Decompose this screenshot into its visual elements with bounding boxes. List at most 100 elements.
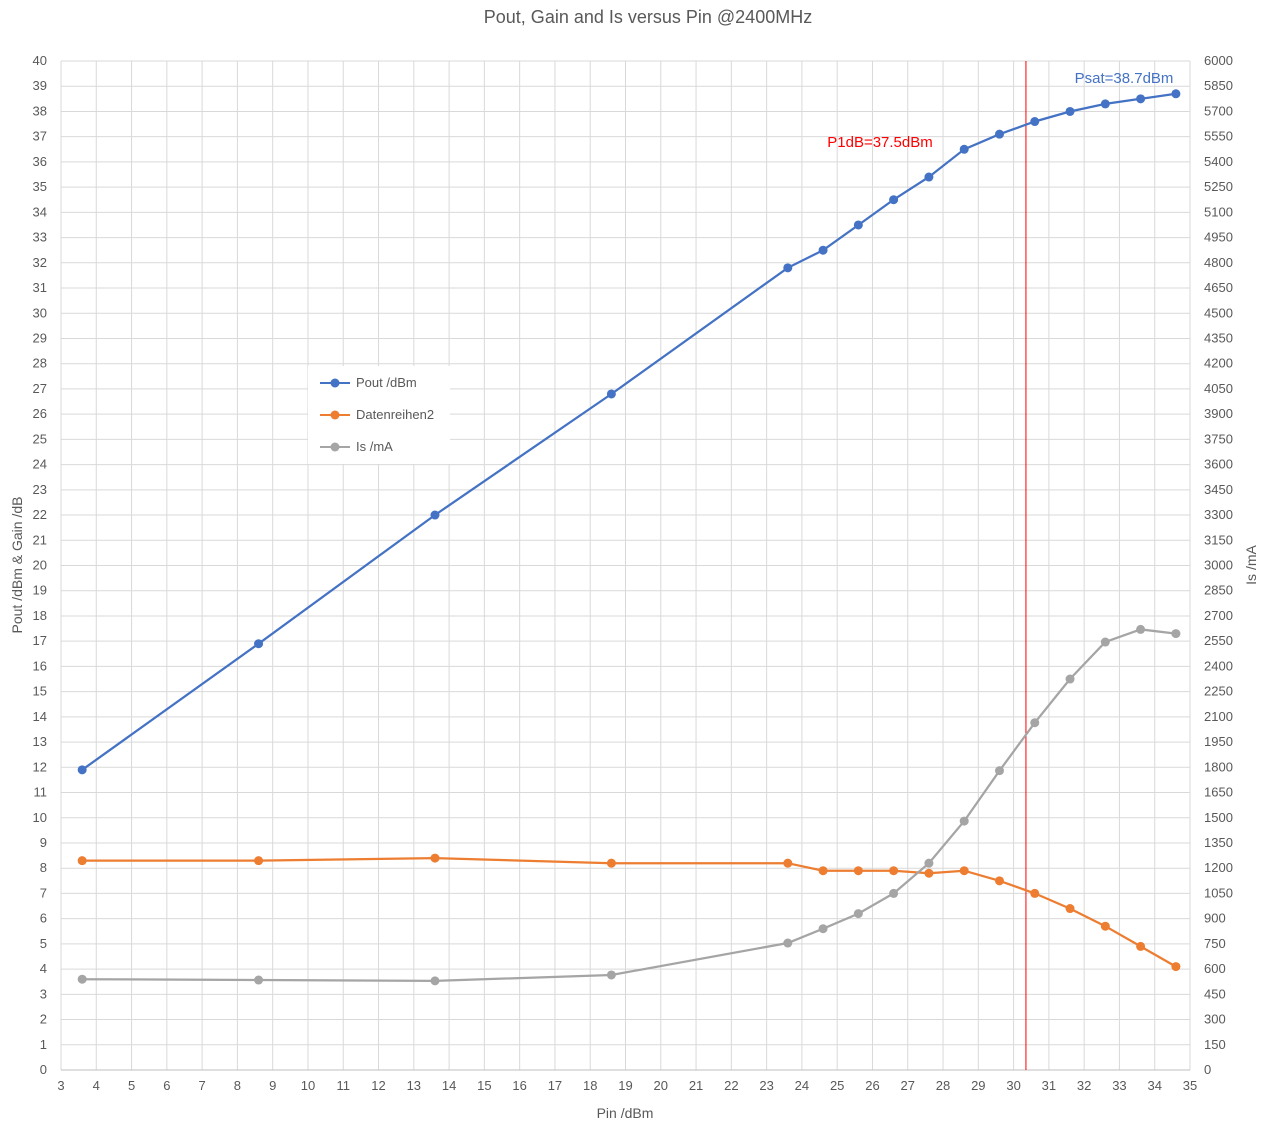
x-tick-label: 27 bbox=[901, 1078, 915, 1093]
y2-tick-label: 750 bbox=[1204, 936, 1226, 951]
data-point-current bbox=[783, 938, 793, 948]
y-tick-label: 14 bbox=[33, 709, 47, 724]
data-point-gain bbox=[959, 866, 969, 876]
y2-tick-label: 3600 bbox=[1204, 457, 1233, 472]
y2-tick-label: 4650 bbox=[1204, 280, 1233, 295]
y2-tick-label: 150 bbox=[1204, 1037, 1226, 1052]
y2-tick-label: 5700 bbox=[1204, 103, 1233, 118]
y-tick-label: 35 bbox=[33, 179, 47, 194]
x-tick-label: 15 bbox=[477, 1078, 491, 1093]
y2-tick-label: 2250 bbox=[1204, 684, 1233, 699]
data-point-current bbox=[1030, 718, 1040, 728]
y-tick-label: 2 bbox=[40, 1012, 47, 1027]
y-tick-label: 32 bbox=[33, 255, 47, 270]
y2-tick-label: 1350 bbox=[1204, 835, 1233, 850]
legend-label-pout: Pout /dBm bbox=[356, 375, 417, 390]
y2-tick-label: 4050 bbox=[1204, 381, 1233, 396]
x-tick-label: 34 bbox=[1147, 1078, 1161, 1093]
y-tick-label: 16 bbox=[33, 658, 47, 673]
data-point-gain bbox=[1065, 904, 1075, 914]
data-point-pout bbox=[994, 129, 1004, 139]
y2-tick-label: 2550 bbox=[1204, 633, 1233, 648]
x-tick-label: 8 bbox=[234, 1078, 241, 1093]
y2-tick-label: 5850 bbox=[1204, 78, 1233, 93]
y-tick-label: 4 bbox=[40, 961, 47, 976]
y-tick-label: 1 bbox=[40, 1037, 47, 1052]
x-tick-label: 31 bbox=[1042, 1078, 1056, 1093]
y2-tick-label: 1200 bbox=[1204, 860, 1233, 875]
y-tick-label: 24 bbox=[33, 457, 47, 472]
series-layer bbox=[77, 89, 1181, 986]
y2-tick-label: 3750 bbox=[1204, 431, 1233, 446]
data-point-gain bbox=[430, 853, 440, 863]
y2-axis-title: Is /mA bbox=[1243, 545, 1259, 585]
legend-label-gain: Datenreihen2 bbox=[356, 407, 434, 422]
data-point-gain bbox=[1100, 921, 1110, 931]
legend-marker-current bbox=[330, 442, 340, 452]
data-point-current bbox=[1136, 624, 1146, 634]
y2-tick-label: 4350 bbox=[1204, 330, 1233, 345]
data-point-gain bbox=[254, 856, 264, 866]
legend-item-current: Is /mA bbox=[320, 439, 393, 454]
y-tick-label: 39 bbox=[33, 78, 47, 93]
y2-tick-label: 450 bbox=[1204, 986, 1226, 1001]
y2-tick-label: 3150 bbox=[1204, 532, 1233, 547]
data-point-pout bbox=[818, 245, 828, 255]
data-point-current bbox=[430, 976, 440, 986]
y-tick-label: 34 bbox=[33, 204, 47, 219]
x-tick-label: 24 bbox=[795, 1078, 809, 1093]
x-tick-label: 6 bbox=[163, 1078, 170, 1093]
y-tick-label: 0 bbox=[40, 1062, 47, 1077]
x-tick-label: 33 bbox=[1112, 1078, 1126, 1093]
data-point-gain bbox=[606, 858, 616, 868]
tick-labels: 3 4 5 6 7 8 9 10 11 12 13 14 15 16 17 18 19 20 21 22 23 24 25 2… bbox=[33, 53, 1233, 1093]
data-point-pout bbox=[1171, 89, 1181, 99]
series-line-current bbox=[82, 628, 1177, 983]
y-tick-label: 19 bbox=[33, 583, 47, 598]
y2-tick-label: 3900 bbox=[1204, 406, 1233, 421]
data-point-gain bbox=[818, 866, 828, 876]
legend: Pout /dBm Datenreihen2 Is /mA bbox=[308, 366, 450, 464]
legend-marker-pout bbox=[330, 378, 340, 388]
data-point-pout bbox=[1030, 117, 1040, 127]
y-tick-label: 26 bbox=[33, 406, 47, 421]
data-point-pout bbox=[1065, 106, 1075, 116]
y2-tick-label: 600 bbox=[1204, 961, 1226, 976]
data-point-pout bbox=[254, 639, 264, 649]
y-tick-label: 27 bbox=[33, 381, 47, 396]
data-point-current bbox=[1100, 637, 1110, 647]
x-tick-label: 35 bbox=[1183, 1078, 1197, 1093]
y2-tick-label: 4800 bbox=[1204, 255, 1233, 270]
x-tick-label: 4 bbox=[93, 1078, 100, 1093]
y2-tick-label: 0 bbox=[1204, 1062, 1211, 1077]
y2-tick-label: 3450 bbox=[1204, 482, 1233, 497]
data-point-gain bbox=[77, 856, 87, 866]
y-tick-label: 18 bbox=[33, 608, 47, 623]
x-tick-label: 11 bbox=[337, 1078, 351, 1093]
psat-annotation: Psat=38.7dBm bbox=[1075, 70, 1174, 87]
x-tick-label: 32 bbox=[1077, 1078, 1091, 1093]
data-point-current bbox=[606, 970, 616, 980]
data-point-current bbox=[959, 816, 969, 826]
data-point-current bbox=[889, 888, 899, 898]
x-tick-label: 30 bbox=[1006, 1078, 1020, 1093]
y2-tick-label: 4200 bbox=[1204, 356, 1233, 371]
data-point-pout bbox=[606, 389, 616, 399]
y-tick-label: 6 bbox=[40, 911, 47, 926]
y2-tick-label: 1650 bbox=[1204, 785, 1233, 800]
y-tick-label: 30 bbox=[33, 305, 47, 320]
y-tick-label: 38 bbox=[33, 103, 47, 118]
y-tick-label: 13 bbox=[33, 734, 47, 749]
y-tick-label: 33 bbox=[33, 230, 47, 245]
y2-tick-label: 3300 bbox=[1204, 507, 1233, 522]
data-point-gain bbox=[924, 868, 934, 878]
x-tick-label: 10 bbox=[301, 1078, 315, 1093]
y2-tick-label: 5250 bbox=[1204, 179, 1233, 194]
y2-tick-label: 300 bbox=[1204, 1012, 1226, 1027]
y-tick-label: 22 bbox=[33, 507, 47, 522]
data-point-current bbox=[924, 858, 934, 868]
series-line-gain bbox=[82, 856, 1177, 968]
x-tick-label: 19 bbox=[618, 1078, 632, 1093]
x-tick-label: 7 bbox=[199, 1078, 206, 1093]
